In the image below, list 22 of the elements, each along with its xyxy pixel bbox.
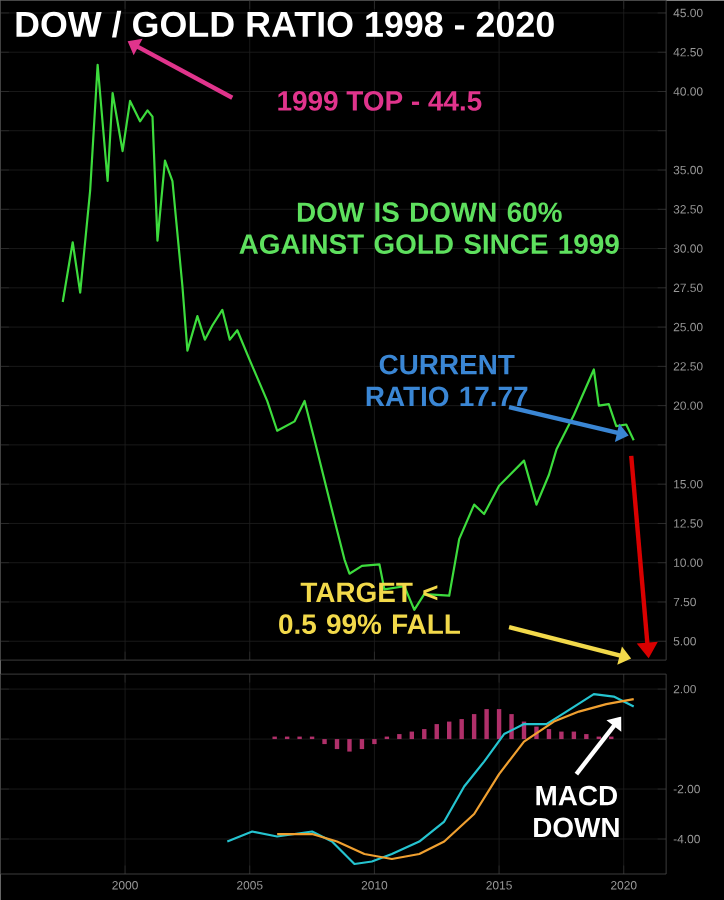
- bar: [347, 739, 352, 752]
- line-series: [276, 698, 635, 861]
- bar: [372, 739, 377, 745]
- bar: [559, 731, 564, 740]
- annotation: DOW IS DOWN 60% AGAINST GOLD SINCE 1999: [239, 202, 619, 254]
- line-series: [226, 693, 635, 866]
- bar: [397, 734, 402, 740]
- line-series: [61, 63, 635, 611]
- bar: [584, 734, 589, 740]
- bar: [422, 729, 427, 740]
- bar: [334, 739, 340, 750]
- bar: [434, 724, 439, 740]
- bar: [459, 719, 464, 740]
- bar: [546, 729, 552, 740]
- annotation: 1999 TOP - 44.5: [278, 91, 482, 111]
- annotation: MACD DOWN: [534, 785, 619, 838]
- bar: [484, 709, 489, 740]
- bar: [359, 739, 365, 750]
- bar: [322, 739, 327, 745]
- chart-title: DOW / GOLD RATIO 1998 - 2020: [16, 10, 554, 38]
- bar: [471, 714, 477, 740]
- annotation: CURRENT RATIO 17.77: [366, 354, 528, 407]
